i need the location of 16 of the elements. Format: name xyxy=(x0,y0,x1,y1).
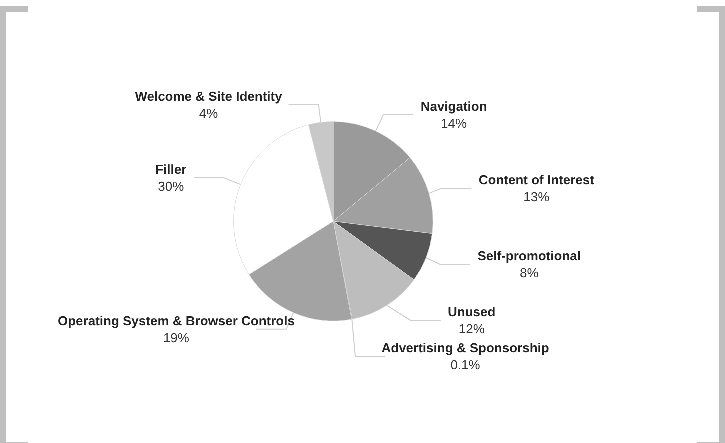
data-label: 0.1% xyxy=(450,358,481,373)
slice-label: Self-promotional xyxy=(478,248,582,264)
data-label: 14% xyxy=(441,116,468,132)
slice-label: Operating System & Browser Controls xyxy=(58,313,295,328)
data-label: 4% xyxy=(199,106,219,121)
slice-label: Advertising & Sponsorship xyxy=(382,340,550,356)
data-label: 13% xyxy=(524,190,550,205)
slice-label: Navigation xyxy=(420,99,488,114)
slice-label: Unused xyxy=(448,304,496,320)
data-label: 12% xyxy=(458,322,486,337)
data-label: 30% xyxy=(158,179,185,194)
data-label: 19% xyxy=(163,330,190,346)
slice-label: Content of Interest xyxy=(478,172,596,188)
slice-label: Filler xyxy=(156,162,187,178)
data-label: 8% xyxy=(520,266,540,281)
slice-label: Welcome & Site Identity xyxy=(135,88,284,104)
